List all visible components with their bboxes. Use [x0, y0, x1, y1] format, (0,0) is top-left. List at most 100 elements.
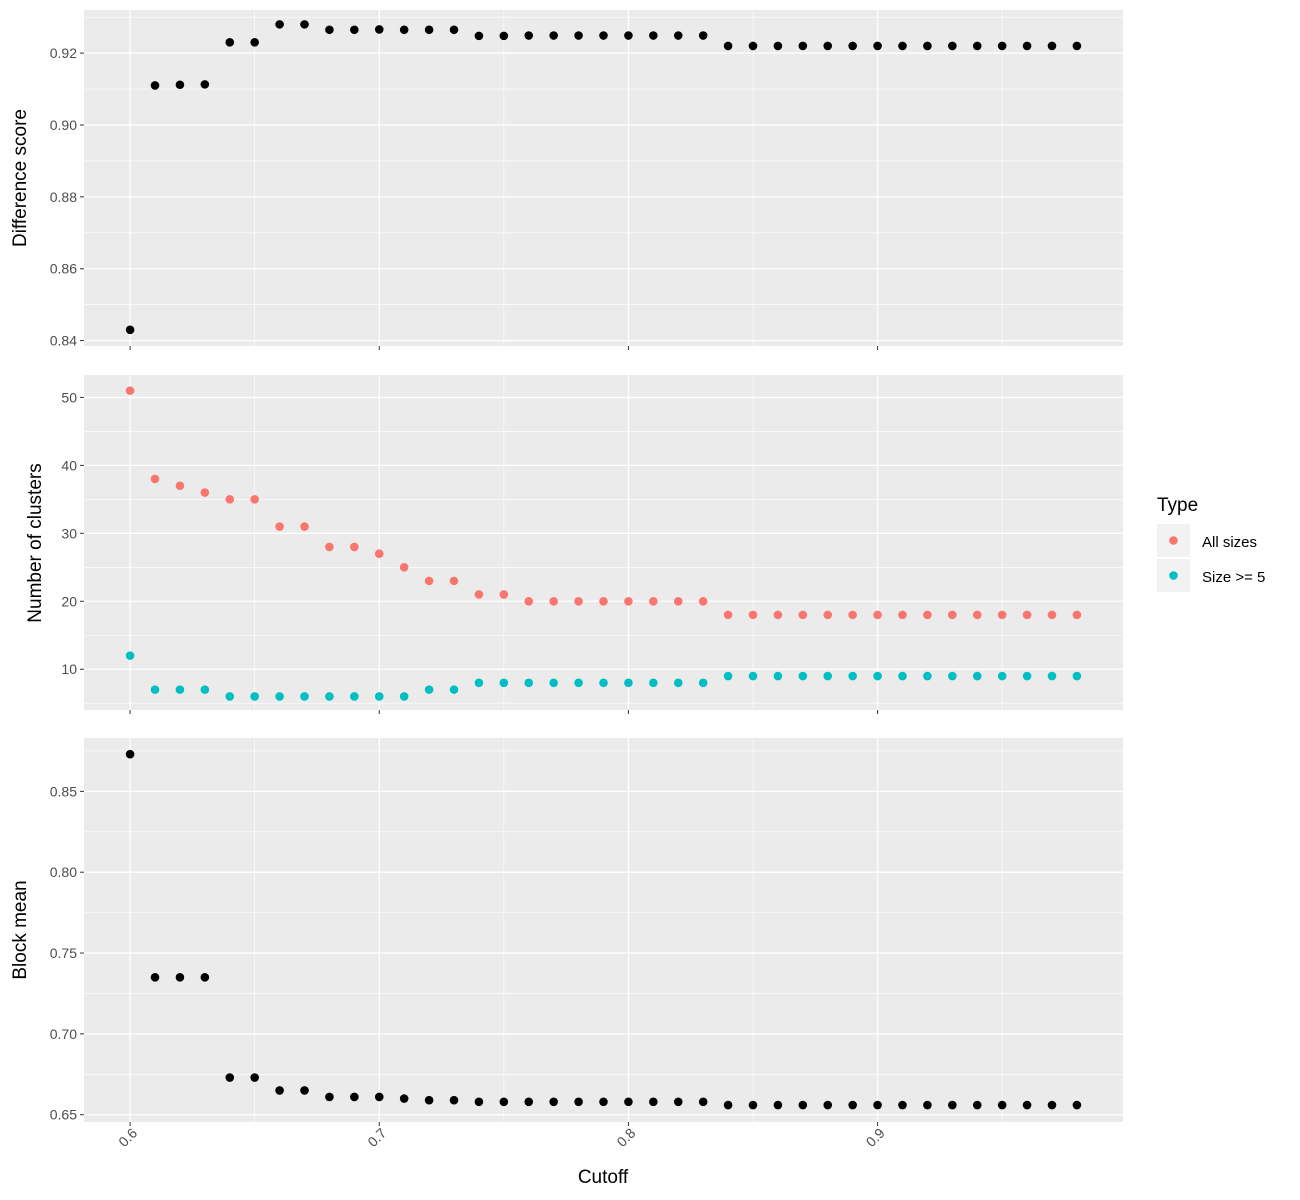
y-tick-label-number-of-clusters: 20 — [61, 593, 77, 609]
data-point-difference-score-series-0 — [225, 38, 235, 47]
data-point-number-of-clusters-size-5 — [350, 692, 359, 701]
data-point-number-of-clusters-size-5 — [549, 678, 558, 688]
data-point-block-mean-series-0 — [225, 1073, 235, 1082]
data-point-number-of-clusters-all-sizes — [474, 590, 484, 599]
data-point-number-of-clusters-all-sizes — [374, 549, 384, 559]
data-point-number-of-clusters-size-5 — [250, 692, 259, 701]
y-axis-title-number-of-clusters: Number of clusters — [25, 463, 46, 622]
data-point-number-of-clusters-all-sizes — [449, 576, 459, 586]
data-point-block-mean-series-0 — [499, 1097, 509, 1107]
data-point-number-of-clusters-size-5 — [698, 678, 708, 688]
legend-label-all-sizes: All sizes — [1202, 534, 1257, 551]
y-tick-label-difference-score: 0.90 — [50, 117, 77, 133]
data-point-number-of-clusters-all-sizes — [1047, 610, 1057, 620]
data-point-number-of-clusters-all-sizes — [698, 596, 708, 606]
data-point-number-of-clusters-size-5 — [948, 671, 957, 681]
y-tick-label-difference-score: 0.88 — [50, 189, 77, 205]
data-point-number-of-clusters-size-5 — [1047, 671, 1057, 681]
data-point-difference-score-series-0 — [150, 81, 160, 90]
data-point-block-mean-series-0 — [723, 1100, 733, 1110]
data-point-difference-score-series-0 — [574, 31, 583, 40]
data-point-number-of-clusters-size-5 — [424, 685, 434, 694]
data-point-number-of-clusters-all-sizes — [823, 610, 833, 620]
data-point-difference-score-series-0 — [200, 80, 210, 89]
data-point-number-of-clusters-all-sizes — [972, 610, 982, 620]
y-tick-label-block-mean: 0.85 — [50, 783, 77, 799]
y-tick-label-difference-score: 0.92 — [50, 45, 77, 61]
data-point-number-of-clusters-size-5 — [748, 671, 758, 681]
y-axis-title-block-mean: Block mean — [10, 880, 31, 979]
panel-difference-score: 0.84 0.86 0.88 0.90 0.92 — [50, 10, 1123, 350]
data-point-number-of-clusters-size-5 — [125, 651, 135, 660]
data-point-number-of-clusters-all-sizes — [748, 610, 758, 620]
data-point-number-of-clusters-all-sizes — [125, 386, 135, 395]
y-tick-label-number-of-clusters: 10 — [61, 661, 77, 677]
panel-number-of-clusters: 10 20 30 40 50 — [61, 375, 1123, 714]
data-point-block-mean-series-0 — [350, 1092, 359, 1102]
data-point-difference-score-series-0 — [823, 41, 833, 51]
data-point-block-mean-series-0 — [574, 1097, 583, 1107]
panel-background — [84, 10, 1123, 346]
data-point-number-of-clusters-size-5 — [474, 678, 484, 688]
data-point-number-of-clusters-all-sizes — [150, 474, 160, 484]
data-point-difference-score-series-0 — [748, 41, 758, 51]
y-tick-label-difference-score: 0.84 — [50, 333, 77, 349]
panel-background — [84, 738, 1123, 1122]
data-point-difference-score-series-0 — [773, 41, 783, 51]
y-tick-label-block-mean: 0.70 — [50, 1026, 77, 1042]
data-point-block-mean-series-0 — [698, 1097, 708, 1107]
data-point-difference-score-series-0 — [624, 31, 633, 40]
x-axis-tick-labels: 0.6 0.7 0.8 0.9 — [115, 1125, 888, 1150]
data-point-difference-score-series-0 — [673, 31, 683, 40]
y-tick-label-block-mean: 0.80 — [50, 864, 77, 880]
data-point-block-mean-series-0 — [449, 1095, 459, 1105]
data-point-number-of-clusters-all-sizes — [624, 596, 633, 606]
data-point-block-mean-series-0 — [399, 1094, 409, 1103]
legend: Type All sizes Size >= 5 — [1157, 495, 1265, 592]
data-point-number-of-clusters-size-5 — [1072, 671, 1082, 681]
data-point-difference-score-series-0 — [275, 20, 284, 29]
data-point-number-of-clusters-size-5 — [972, 671, 982, 681]
data-point-block-mean-series-0 — [250, 1073, 259, 1082]
y-tick-label-block-mean: 0.65 — [50, 1107, 77, 1123]
data-point-number-of-clusters-size-5 — [175, 685, 185, 694]
data-point-number-of-clusters-size-5 — [399, 692, 409, 701]
legend-label-size-ge-5: Size >= 5 — [1202, 569, 1265, 586]
data-point-number-of-clusters-all-sizes — [200, 488, 210, 497]
data-point-difference-score-series-0 — [175, 80, 185, 90]
data-point-difference-score-series-0 — [948, 41, 957, 51]
y-axis-title-difference-score: Difference score — [10, 109, 31, 247]
data-point-number-of-clusters-size-5 — [325, 692, 334, 701]
data-point-number-of-clusters-all-sizes — [848, 610, 857, 620]
data-point-number-of-clusters-all-sizes — [723, 610, 733, 620]
data-point-block-mean-series-0 — [474, 1097, 484, 1107]
data-point-block-mean-series-0 — [1047, 1100, 1057, 1110]
data-point-number-of-clusters-all-sizes — [898, 610, 907, 620]
data-point-number-of-clusters-all-sizes — [275, 522, 284, 531]
data-point-number-of-clusters-size-5 — [848, 671, 857, 681]
data-point-difference-score-series-0 — [923, 41, 932, 51]
data-point-number-of-clusters-size-5 — [823, 671, 833, 681]
data-point-number-of-clusters-all-sizes — [175, 481, 185, 491]
data-point-difference-score-series-0 — [723, 41, 733, 51]
data-point-block-mean-series-0 — [898, 1100, 907, 1110]
data-point-difference-score-series-0 — [898, 41, 907, 51]
data-point-difference-score-series-0 — [449, 25, 459, 35]
data-point-number-of-clusters-size-5 — [374, 692, 384, 701]
data-point-difference-score-series-0 — [524, 31, 534, 40]
data-point-block-mean-series-0 — [972, 1100, 982, 1110]
data-point-block-mean-series-0 — [873, 1100, 882, 1110]
y-tick-label-difference-score: 0.86 — [50, 261, 77, 277]
data-point-block-mean-series-0 — [848, 1100, 857, 1110]
data-point-difference-score-series-0 — [848, 41, 857, 51]
data-point-number-of-clusters-all-sizes — [923, 610, 932, 620]
data-point-difference-score-series-0 — [499, 31, 509, 41]
data-point-number-of-clusters-all-sizes — [574, 596, 583, 606]
data-point-number-of-clusters-all-sizes — [524, 596, 534, 606]
data-point-number-of-clusters-size-5 — [773, 671, 783, 681]
data-point-block-mean-series-0 — [125, 749, 135, 759]
data-point-difference-score-series-0 — [1022, 41, 1032, 51]
data-point-number-of-clusters-all-sizes — [948, 610, 957, 620]
x-tick-label: 0.8 — [613, 1125, 638, 1150]
legend-marker-size-ge-5 — [1169, 571, 1178, 580]
